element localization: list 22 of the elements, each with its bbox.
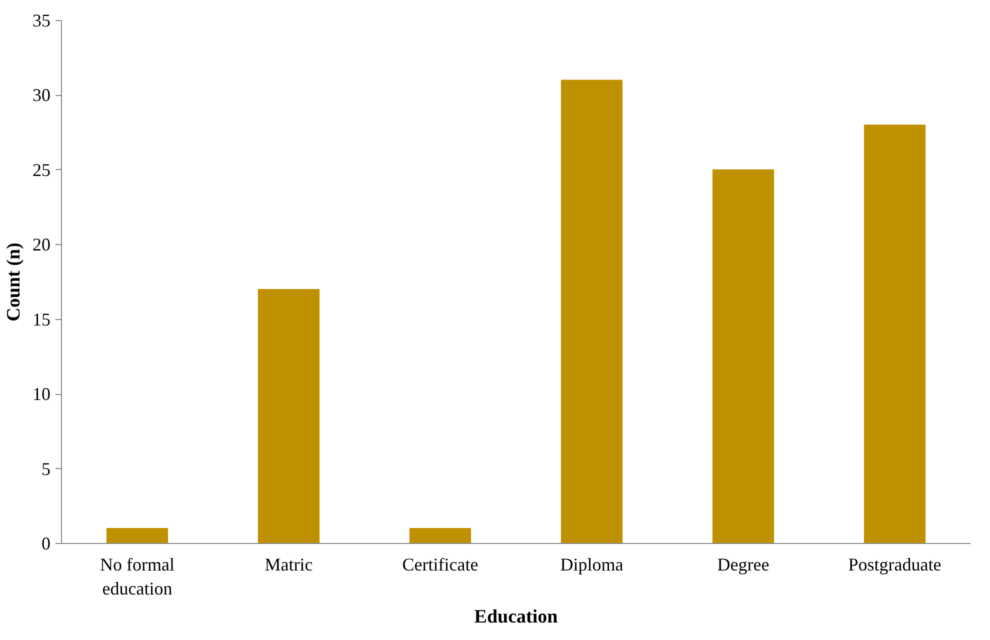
y-tick-label: 0 — [42, 534, 50, 554]
bar — [106, 528, 168, 544]
y-tick-label: 15 — [32, 309, 50, 330]
bar — [258, 288, 320, 544]
x-tick-label: No formal education — [100, 554, 174, 598]
y-tick-label: 35 — [32, 10, 50, 30]
y-tick-label: 25 — [32, 160, 50, 180]
x-tick-label: Matric — [264, 554, 313, 574]
bar — [409, 528, 472, 544]
y-tick-label: 10 — [32, 384, 50, 404]
y-tick-label: 30 — [32, 85, 50, 106]
bar — [712, 169, 774, 544]
y-tick-label: 20 — [32, 234, 50, 255]
x-tick-label: Postgraduate — [848, 554, 942, 574]
x-tick-label: Certificate — [402, 554, 478, 574]
x-tick-label: Diploma — [560, 554, 624, 574]
x-axis-title: Education — [474, 606, 558, 628]
y-tick-label: 5 — [42, 458, 50, 479]
x-tick-label: Degree — [717, 554, 770, 574]
bar — [560, 80, 623, 544]
bar — [864, 124, 926, 544]
y-axis-title: Count (n) — [4, 242, 24, 322]
